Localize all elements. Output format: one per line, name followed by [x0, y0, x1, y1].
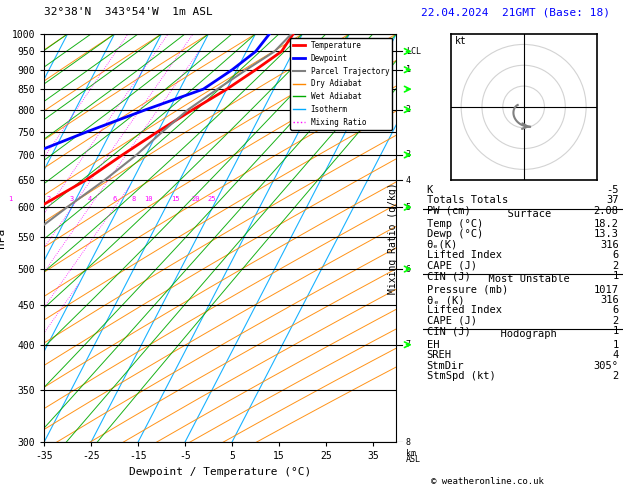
Text: 37: 37: [606, 195, 619, 205]
Text: Temp (°C): Temp (°C): [426, 219, 483, 229]
Text: 2: 2: [406, 105, 411, 114]
Text: Dewp (°C): Dewp (°C): [426, 229, 483, 240]
Text: 2: 2: [613, 371, 619, 381]
Text: Mixing Ratio (g/kg): Mixing Ratio (g/kg): [388, 182, 398, 294]
Text: ASL: ASL: [406, 455, 421, 464]
Text: 15: 15: [172, 196, 180, 202]
Y-axis label: hPa: hPa: [0, 228, 6, 248]
Text: K: K: [426, 185, 433, 195]
Legend: Temperature, Dewpoint, Parcel Trajectory, Dry Adiabat, Wet Adiabat, Isotherm, Mi: Temperature, Dewpoint, Parcel Trajectory…: [290, 38, 392, 130]
Text: 4: 4: [87, 196, 91, 202]
Text: 6: 6: [406, 264, 411, 274]
Text: 1: 1: [613, 326, 619, 336]
Text: 2: 2: [613, 316, 619, 326]
Text: Surface: Surface: [494, 208, 551, 219]
Text: CAPE (J): CAPE (J): [426, 316, 477, 326]
Text: 3: 3: [70, 196, 74, 202]
Text: LCL: LCL: [406, 47, 421, 56]
Text: StmSpd (kt): StmSpd (kt): [426, 371, 496, 381]
Text: Lifted Index: Lifted Index: [426, 250, 502, 260]
Text: 2: 2: [47, 196, 50, 202]
Text: -5: -5: [606, 185, 619, 195]
Text: 1: 1: [8, 196, 13, 202]
Text: CAPE (J): CAPE (J): [426, 260, 477, 271]
Text: 13.3: 13.3: [594, 229, 619, 240]
Text: 6: 6: [613, 250, 619, 260]
Text: 20: 20: [192, 196, 200, 202]
Text: 1: 1: [613, 340, 619, 350]
Text: Hodograph: Hodograph: [488, 330, 557, 339]
Text: 316: 316: [600, 295, 619, 305]
Text: 3: 3: [406, 151, 411, 159]
Text: 18.2: 18.2: [594, 219, 619, 229]
Text: Lifted Index: Lifted Index: [426, 306, 502, 315]
Text: StmDir: StmDir: [426, 361, 464, 371]
Text: 6: 6: [113, 196, 117, 202]
Text: 1017: 1017: [594, 285, 619, 295]
Text: Most Unstable: Most Unstable: [476, 274, 570, 284]
Text: 1: 1: [613, 271, 619, 281]
Text: 1: 1: [406, 65, 411, 74]
Text: 6: 6: [613, 306, 619, 315]
Text: 25: 25: [208, 196, 216, 202]
Text: SREH: SREH: [426, 350, 452, 360]
Text: 4: 4: [613, 350, 619, 360]
Text: 8: 8: [406, 438, 411, 447]
Text: 2: 2: [613, 260, 619, 271]
Text: km: km: [406, 449, 416, 458]
Text: Totals Totals: Totals Totals: [426, 195, 508, 205]
Text: 305°: 305°: [594, 361, 619, 371]
Text: © weatheronline.co.uk: © weatheronline.co.uk: [431, 477, 543, 486]
Text: PW (cm): PW (cm): [426, 206, 470, 215]
Text: 316: 316: [600, 240, 619, 250]
Text: CIN (J): CIN (J): [426, 271, 470, 281]
X-axis label: Dewpoint / Temperature (°C): Dewpoint / Temperature (°C): [129, 467, 311, 477]
Text: 7: 7: [406, 340, 411, 349]
Text: Pressure (mb): Pressure (mb): [426, 285, 508, 295]
Text: θₑ(K): θₑ(K): [426, 240, 458, 250]
Text: 32°38'N  343°54'W  1m ASL: 32°38'N 343°54'W 1m ASL: [44, 7, 213, 17]
Text: 5: 5: [406, 203, 411, 212]
Text: 22.04.2024  21GMT (Base: 18): 22.04.2024 21GMT (Base: 18): [421, 7, 610, 17]
Text: θₑ (K): θₑ (K): [426, 295, 464, 305]
Text: 2.08: 2.08: [594, 206, 619, 215]
Text: 10: 10: [143, 196, 152, 202]
Text: 4: 4: [406, 175, 411, 185]
Text: 8: 8: [131, 196, 135, 202]
Text: kt: kt: [455, 36, 467, 47]
Text: CIN (J): CIN (J): [426, 326, 470, 336]
Text: EH: EH: [426, 340, 439, 350]
